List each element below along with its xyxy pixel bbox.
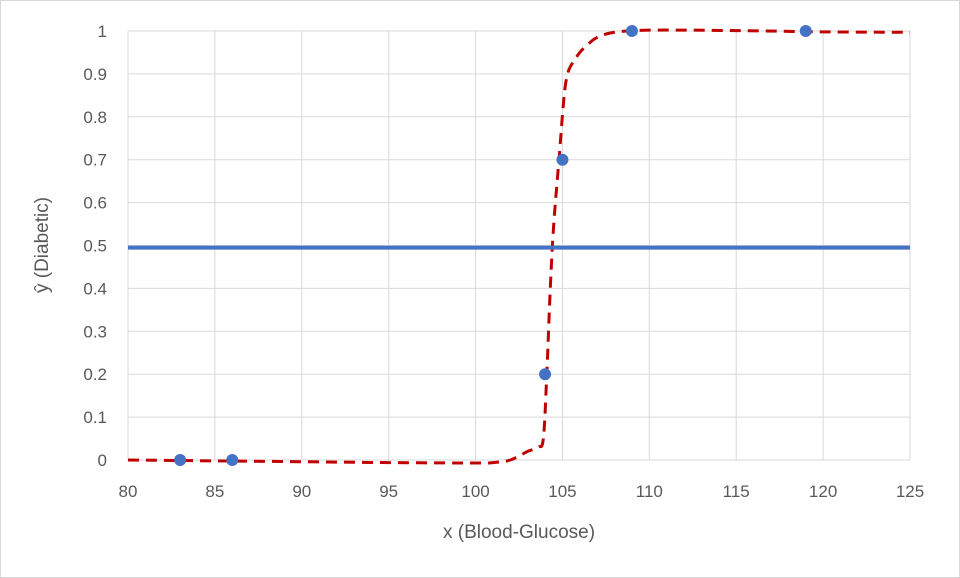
x-tick-label: 115 <box>723 482 750 501</box>
x-tick-label: 85 <box>205 482 224 501</box>
data-point <box>556 153 569 166</box>
series-layer <box>127 25 911 466</box>
data-point <box>226 454 239 466</box>
x-tick-label: 105 <box>548 482 576 501</box>
y-tick-label: 1 <box>98 22 107 41</box>
x-tick-label: 110 <box>636 482 663 501</box>
data-point <box>174 454 187 466</box>
sigmoid-fit-curve <box>127 28 911 465</box>
y-tick-label: 0.6 <box>83 194 107 213</box>
y-axis-title: ŷ (Diabetic) <box>32 197 53 293</box>
grid-layer <box>127 30 911 461</box>
y-tick-label: 0.2 <box>83 365 107 384</box>
x-tick-label: 100 <box>461 482 489 501</box>
data-point <box>539 368 552 381</box>
y-tick-label: 0.1 <box>83 408 107 427</box>
y-tick-label: 0.8 <box>83 108 107 127</box>
y-tick-label: 0 <box>98 451 107 470</box>
y-tick-label: 0.5 <box>83 237 107 256</box>
y-tick-label: 0.9 <box>83 65 107 84</box>
data-point <box>799 25 812 37</box>
y-tick-label: 0.3 <box>83 322 107 341</box>
x-tick-label: 125 <box>896 482 924 501</box>
y-tick-label: 0.4 <box>83 279 107 298</box>
x-tick-label: 90 <box>292 482 311 501</box>
tick-labels: 80 85 90 95 100 105 110 115 120 125 0 0.1 0.2 0.3 0.4 0… <box>83 22 924 501</box>
x-tick-label: 80 <box>119 482 138 501</box>
x-tick-label: 120 <box>809 482 837 501</box>
x-tick-label: 95 <box>379 482 398 501</box>
y-tick-label: 0.7 <box>83 151 107 170</box>
x-axis-title: x (Blood-Glucose) <box>443 522 595 543</box>
data-point <box>625 25 638 37</box>
